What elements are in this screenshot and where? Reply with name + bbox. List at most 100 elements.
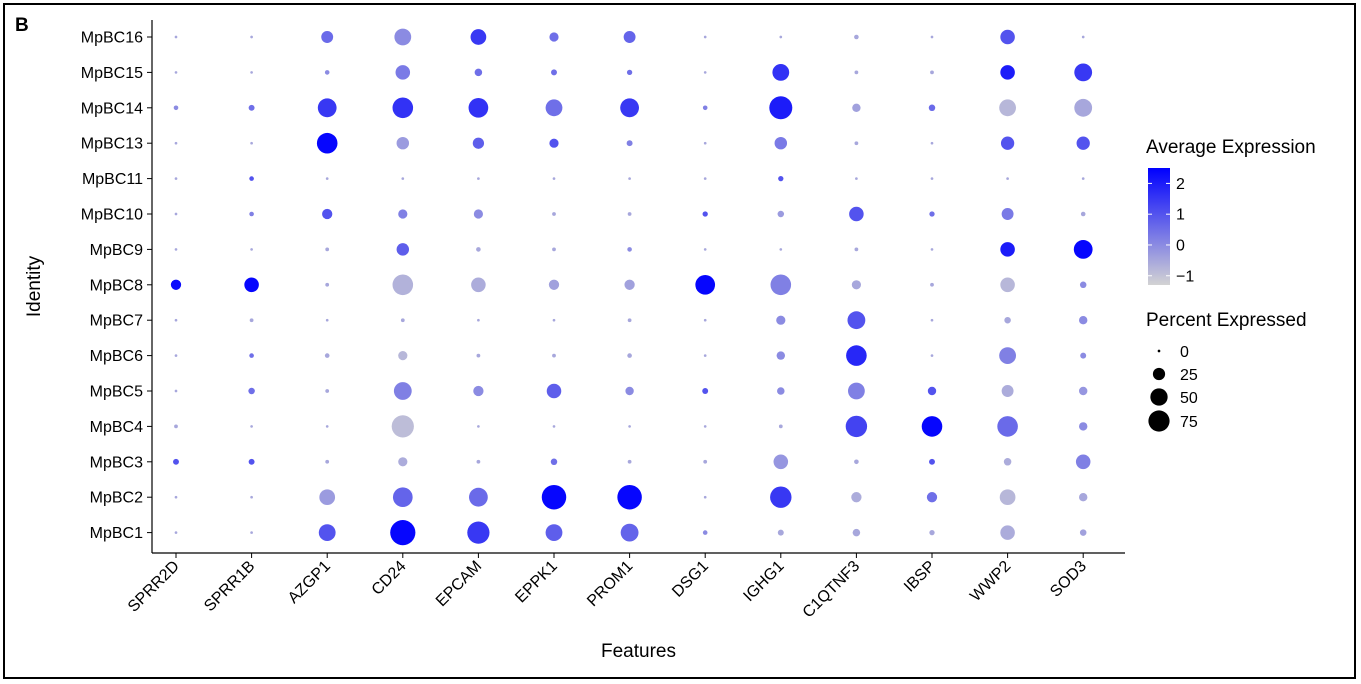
dot-MpBC16-IGHG1 xyxy=(779,35,783,39)
dot-MpBC5-PROM1 xyxy=(625,386,634,396)
dot-MpBC11-IGHG1 xyxy=(778,175,784,182)
dot-MpBC14-SPRR1B xyxy=(248,104,255,111)
dot-MpBC7-EPCAM xyxy=(477,318,480,322)
dot-MpBC6-EPCAM xyxy=(476,353,481,358)
dot-MpBC2-DSG1 xyxy=(703,495,707,499)
dot-MpBC14-PROM1 xyxy=(620,98,639,118)
dot-MpBC3-IGHG1 xyxy=(773,454,789,470)
dot-MpBC1-C1QTNF3 xyxy=(852,528,861,537)
x-tick-label: EPCAM xyxy=(433,558,485,610)
y-tick-label: MpBC9 xyxy=(90,242,143,259)
dot-MpBC13-SPRR1B xyxy=(250,141,253,145)
x-tick-label: CD24 xyxy=(369,558,410,599)
dot-MpBC11-AZGP1 xyxy=(325,177,329,180)
dot-MpBC6-DSG1 xyxy=(703,354,707,357)
dot-MpBC14-SOD3 xyxy=(1074,98,1093,117)
dot-MpBC13-EPPK1 xyxy=(549,138,559,148)
dot-MpBC3-EPCAM xyxy=(476,459,481,464)
dot-MpBC16-C1QTNF3 xyxy=(854,34,859,40)
dot-MpBC11-SPRR1B xyxy=(249,176,254,181)
size-legend-dot xyxy=(1152,367,1166,381)
dot-MpBC15-SPRR2D xyxy=(174,71,178,74)
dot-MpBC8-IGHG1 xyxy=(770,274,792,296)
color-legend-label: 0 xyxy=(1176,237,1185,254)
size-legend-label: 25 xyxy=(1180,367,1198,384)
dot-MpBC13-IBSP xyxy=(930,141,934,145)
dot-MpBC10-SOD3 xyxy=(1080,211,1086,217)
y-tick-label: MpBC2 xyxy=(90,490,143,507)
dot-MpBC7-SPRR1B xyxy=(249,318,254,323)
color-legend-bar xyxy=(1148,168,1170,285)
dot-MpBC10-WWP2 xyxy=(1001,208,1014,220)
dot-MpBC4-C1QTNF3 xyxy=(845,415,868,438)
dot-MpBC15-AZGP1 xyxy=(324,70,330,75)
dot-MpBC10-C1QTNF3 xyxy=(849,206,864,222)
dot-MpBC1-WWP2 xyxy=(1000,525,1015,540)
dot-MpBC6-C1QTNF3 xyxy=(846,345,867,366)
dot-MpBC9-IGHG1 xyxy=(779,248,783,251)
dot-MpBC15-C1QTNF3 xyxy=(854,70,859,75)
dot-MpBC2-SPRR1B xyxy=(250,495,253,499)
size-legend-label: 50 xyxy=(1180,390,1198,407)
dot-MpBC14-EPPK1 xyxy=(545,99,563,117)
dot-MpBC1-AZGP1 xyxy=(318,524,336,541)
size-legend-dot xyxy=(1148,410,1170,432)
dot-MpBC11-SPRR2D xyxy=(174,177,178,180)
dot-MpBC10-IBSP xyxy=(929,211,935,217)
dot-MpBC6-SPRR1B xyxy=(249,353,254,358)
dot-MpBC16-DSG1 xyxy=(703,35,707,39)
dot-MpBC3-PROM1 xyxy=(627,459,632,464)
figure-frame: B xyxy=(3,3,1356,679)
dot-MpBC2-EPCAM xyxy=(469,487,488,507)
dot-MpBC11-PROM1 xyxy=(628,177,631,180)
dot-MpBC4-SOD3 xyxy=(1079,422,1088,431)
dot-MpBC5-SPRR1B xyxy=(248,387,255,395)
x-tick-label: DSG1 xyxy=(669,558,712,601)
dot-MpBC1-IBSP xyxy=(929,529,935,536)
dot-MpBC14-IBSP xyxy=(928,104,936,112)
y-tick-label: MpBC4 xyxy=(90,419,143,436)
dot-MpBC13-EPCAM xyxy=(472,137,485,149)
dot-MpBC14-IGHG1 xyxy=(769,96,793,120)
dot-MpBC2-AZGP1 xyxy=(319,489,336,506)
dot-MpBC8-CD24 xyxy=(392,274,414,296)
dot-MpBC16-PROM1 xyxy=(623,31,636,43)
dot-MpBC13-CD24 xyxy=(396,136,410,150)
dot-MpBC6-SPRR2D xyxy=(174,354,178,357)
dot-MpBC9-SPRR1B xyxy=(250,248,253,251)
dot-MpBC15-WWP2 xyxy=(1000,65,1015,80)
dot-MpBC11-DSG1 xyxy=(703,177,707,180)
dot-MpBC6-WWP2 xyxy=(999,347,1016,364)
dot-MpBC5-SPRR2D xyxy=(174,389,178,393)
dot-MpBC6-PROM1 xyxy=(627,353,632,358)
dot-MpBC15-EPCAM xyxy=(474,68,483,77)
dot-MpBC14-SPRR2D xyxy=(173,105,179,111)
dot-MpBC16-CD24 xyxy=(394,28,412,46)
y-tick-label: MpBC14 xyxy=(81,100,143,117)
dot-MpBC8-PROM1 xyxy=(624,279,635,290)
color-legend-title: Average Expression xyxy=(1146,137,1316,158)
dot-MpBC8-C1QTNF3 xyxy=(851,280,862,290)
dot-MpBC14-EPCAM xyxy=(468,97,489,118)
dot-MpBC6-SOD3 xyxy=(1080,352,1087,359)
dot-MpBC9-SOD3 xyxy=(1073,240,1093,259)
dot-MpBC7-EPPK1 xyxy=(552,318,556,322)
dot-MpBC2-SPRR2D xyxy=(174,495,178,499)
y-tick-label: MpBC7 xyxy=(90,313,143,330)
dot-MpBC9-PROM1 xyxy=(627,247,632,252)
y-tick-label: MpBC1 xyxy=(90,525,143,542)
dot-MpBC8-DSG1 xyxy=(695,274,716,295)
dot-MpBC9-SPRR2D xyxy=(174,248,178,251)
dot-MpBC13-DSG1 xyxy=(703,141,707,145)
dot-MpBC9-IBSP xyxy=(930,248,934,251)
dot-MpBC13-C1QTNF3 xyxy=(854,141,859,146)
dot-MpBC1-IGHG1 xyxy=(777,529,784,536)
x-tick-label: IGHG1 xyxy=(740,558,787,605)
dot-MpBC13-SPRR2D xyxy=(174,141,178,145)
dot-MpBC9-DSG1 xyxy=(703,248,707,251)
dot-MpBC15-EPPK1 xyxy=(551,69,557,76)
dot-MpBC5-IBSP xyxy=(927,386,937,396)
size-legend-title: Percent Expressed xyxy=(1146,310,1307,331)
dot-MpBC16-SPRR2D xyxy=(174,35,178,39)
